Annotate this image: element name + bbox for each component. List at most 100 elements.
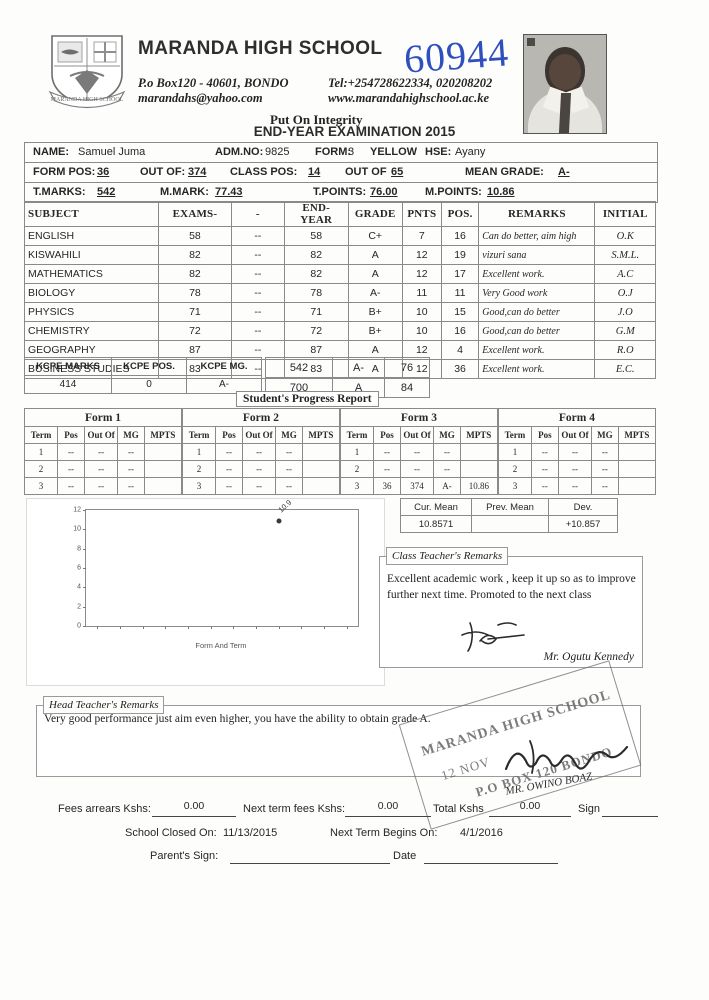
cell-mpts [301, 477, 341, 495]
progress-col-term-f2: Term [180, 426, 217, 444]
cell-mg: -- [117, 443, 145, 461]
cell-grade: B+ [347, 321, 403, 341]
progress-form-3-header: Form 3 [338, 408, 499, 427]
cell-subject: PHYSICS [24, 302, 159, 322]
school-motto: Put On Integrity [270, 112, 363, 127]
col-initial: INITIAL [594, 201, 656, 227]
totals-row-student: 542 A- 76 [265, 357, 430, 378]
dev-label: Dev. [548, 498, 618, 516]
cell-term: 3 [496, 477, 533, 495]
progress-col-pos-f2: Pos [215, 426, 243, 444]
cell-exams: 58 [158, 226, 232, 246]
cell-exams: 71 [158, 302, 232, 322]
chart-x-tick-mark [142, 626, 144, 629]
cell-remarks: Excellent work. [478, 340, 596, 360]
cell-end-year: 78 [283, 283, 349, 303]
cell-dash: -- [230, 321, 285, 341]
student-stream: YELLOW [370, 146, 418, 158]
progress-col-pos-f3: Pos [373, 426, 401, 444]
cell-pos: 36 [440, 359, 480, 379]
svg-text:MARANDA HIGH SCHOOL: MARANDA HIGH SCHOOL [51, 97, 124, 103]
form-out-of-value: 374 [188, 166, 207, 178]
progress-col-term-f1: Term [23, 426, 59, 444]
head-teacher-remarks-caption: Head Teacher's Remarks [43, 696, 165, 714]
cell-pos: -- [373, 460, 401, 478]
cell-initial: R.O [594, 340, 656, 360]
cell-subject: MATHEMATICS [24, 264, 159, 284]
school-name: MARANDA HIGH SCHOOL [138, 38, 383, 59]
cell-end-year: 82 [283, 264, 349, 284]
cell-mg: -- [433, 460, 461, 478]
cell-pnts: 12 [401, 245, 442, 265]
cell-mpts [143, 477, 183, 495]
cell-subject: KISWAHILI [24, 245, 159, 265]
cell-term: 1 [23, 443, 59, 461]
cell-pos: -- [215, 477, 243, 495]
performance-chart: 0 2 4 6 8 10 12 10.9 Form And Term [26, 498, 385, 686]
cell-out-of: -- [241, 460, 277, 478]
chart-x-tick-mark [165, 626, 167, 629]
parent-sign-rule [230, 863, 390, 864]
fees-arrears-rule [152, 816, 236, 817]
chart-x-tick-mark [256, 626, 257, 629]
class-pos-value: 14 [308, 166, 321, 178]
col-exams: EXAMS- [158, 201, 232, 227]
chart-x-tick-mark [346, 626, 348, 629]
cell-term: 1 [496, 443, 533, 461]
date-label: Date [393, 850, 417, 862]
table-row: 3 -- -- -- 3 -- -- -- 3 36 374 A- 10.86 … [23, 477, 657, 495]
cell-remarks: Good,can do better [478, 321, 596, 341]
class-teacher-signature [461, 622, 525, 652]
progress-col-mg-f1: MG [117, 426, 145, 444]
col-subject: SUBJECT [24, 201, 159, 227]
table-row: BIOLOGY 78 -- 78 A- 11 11 Very Good work… [24, 283, 656, 303]
cell-out-of: -- [241, 477, 277, 495]
next-term-fees-value: 0.00 [377, 800, 399, 812]
prev-mean-label: Prev. Mean [471, 498, 549, 516]
progress-form-header-row: Form 1 Form 2 Form 3 Form 4 [23, 408, 656, 427]
progress-report-title: Student's Progress Report [236, 391, 379, 407]
cell-pos: 19 [440, 245, 480, 265]
cell-term: 1 [180, 443, 217, 461]
cell-term: 2 [496, 460, 533, 478]
total-marks-student: 542 [265, 357, 333, 378]
cell-out-of: -- [399, 460, 435, 478]
cell-grade: A [347, 245, 403, 265]
chart-y-tick-mark [83, 606, 86, 608]
cell-end-year: 72 [283, 321, 349, 341]
next-term-fees-rule [345, 816, 431, 817]
cell-pos: -- [531, 477, 559, 495]
head-teacher-remarks-box: Head Teacher's Remarks Very good perform… [36, 696, 641, 777]
cell-pos: 4 [440, 340, 480, 360]
total-kshs-value: 0.00 [519, 800, 541, 812]
document-header: MARANDA HIGH SCHOOL MARANDA HIGH SCHOOL … [0, 14, 709, 134]
fees-arrears-label: Fees arrears Kshs: [58, 803, 151, 815]
progress-col-pos-f1: Pos [57, 426, 85, 444]
house-label: HSE: [425, 146, 452, 158]
student-house: Ayany [455, 146, 486, 158]
table-row: CHEMISTRY 72 -- 72 B+ 10 16 Good,can do … [24, 321, 656, 341]
adm-no-label: ADM.NO: [215, 146, 264, 158]
kcpe-marks-value: 414 [24, 375, 112, 394]
table-row: PHYSICS 71 -- 71 B+ 10 15 Good,can do be… [24, 302, 656, 322]
progress-col-outof-f2: Out Of [241, 426, 277, 444]
date-rule [424, 863, 558, 864]
kcpe-table: KCPE MARKS KCPE POS. KCPE MG. 414 0 A- [24, 357, 262, 394]
cell-exams: 82 [158, 264, 232, 284]
cell-pnts: 11 [401, 283, 442, 303]
cell-mg: -- [275, 460, 303, 478]
cell-mg: -- [117, 460, 145, 478]
progress-form-2-header: Form 2 [180, 408, 341, 427]
cell-mg: -- [275, 477, 303, 495]
cell-dash: -- [230, 264, 285, 284]
cell-pos: 16 [440, 321, 480, 341]
student-info-block: NAME: Samuel Juma ADM.NO: 9825 FORM: 3 Y… [24, 142, 658, 203]
cell-remarks: Can do better, aim high [478, 226, 596, 246]
chart-x-tick-mark [188, 626, 189, 629]
total-kshs-rule [489, 816, 571, 817]
table-row: KISWAHILI 82 -- 82 A 12 19 vizuri sana S… [24, 245, 656, 265]
cell-pos: -- [57, 443, 85, 461]
cell-dash: -- [230, 226, 285, 246]
cell-subject: CHEMISTRY [24, 321, 159, 341]
